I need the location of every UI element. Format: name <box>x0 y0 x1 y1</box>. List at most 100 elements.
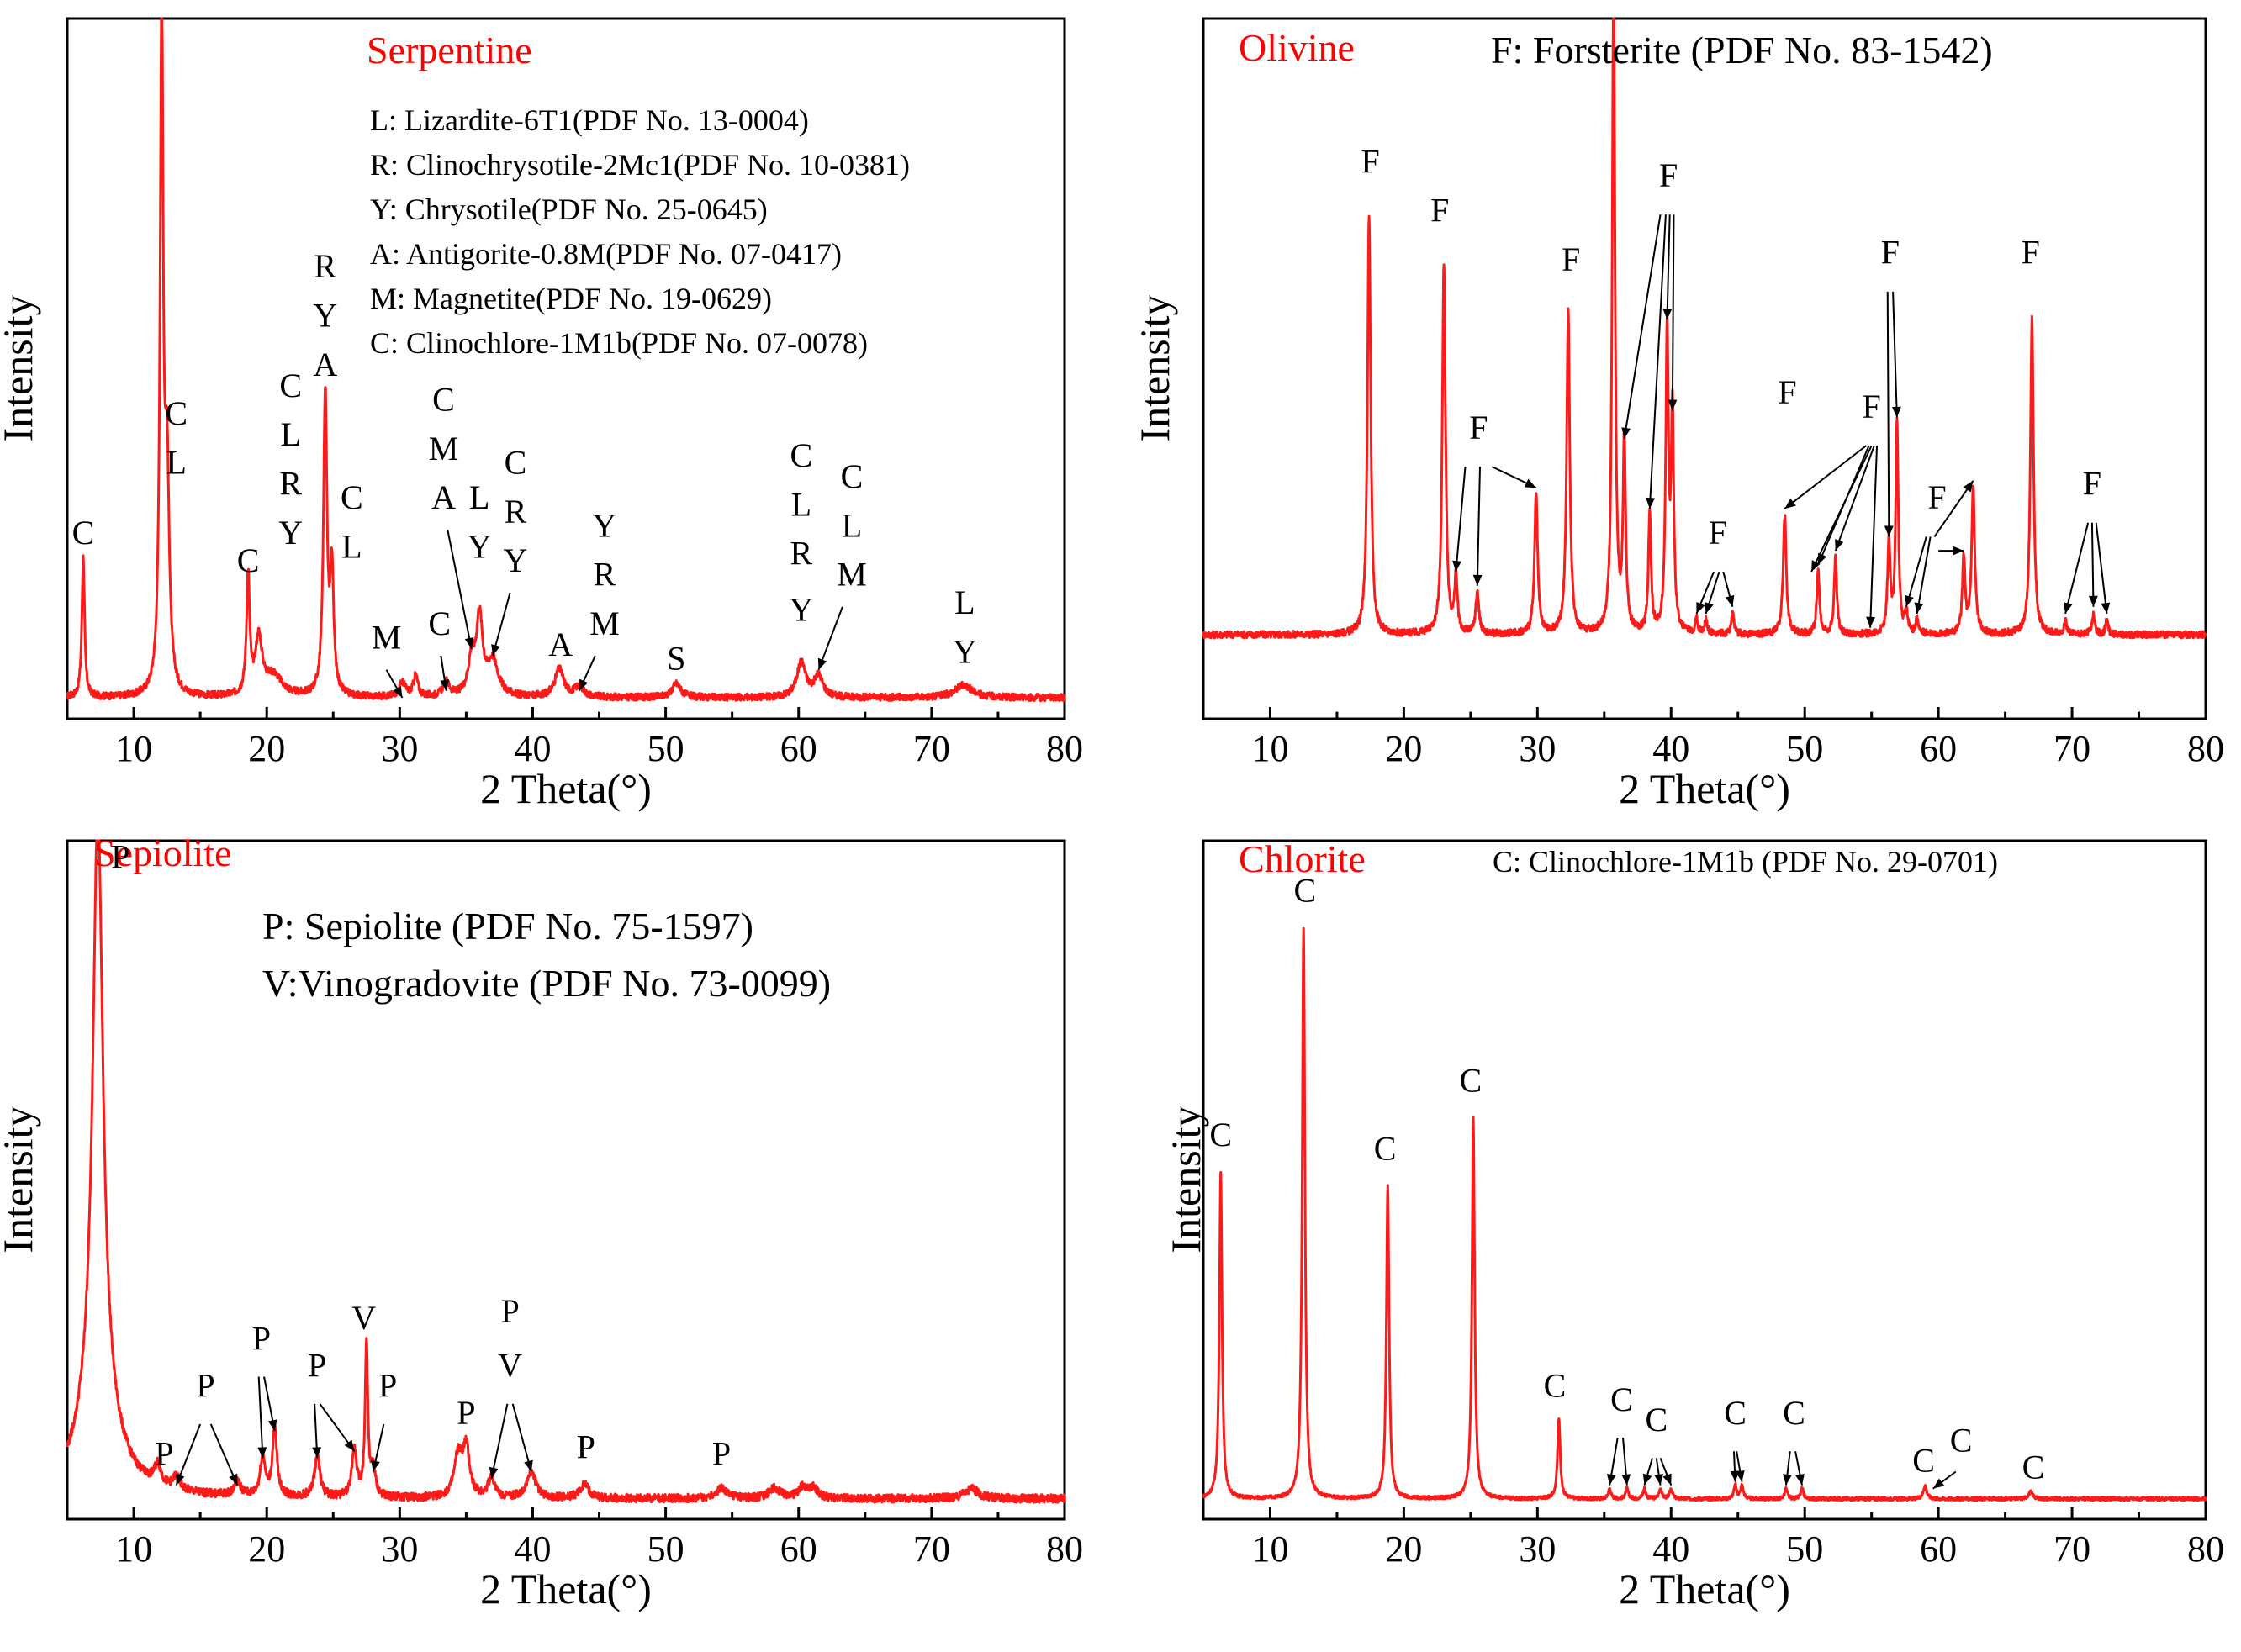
peak-label: P <box>457 1394 475 1432</box>
x-tick-label: 20 <box>1385 1528 1422 1570</box>
x-tick-label: 80 <box>2187 728 2224 769</box>
peak-label: F <box>1659 156 1678 194</box>
peak-label: L <box>280 415 300 453</box>
peak-label: C <box>2022 1449 2045 1486</box>
peak-arrow <box>1869 446 1879 628</box>
peak-arrowhead <box>1892 406 1901 418</box>
x-tick-label: 20 <box>1385 728 1422 769</box>
x-tick-label: 70 <box>913 728 950 769</box>
xrd-trace <box>1202 17 2207 640</box>
peak-label: C <box>1912 1442 1935 1480</box>
x-tick-label: 50 <box>1786 728 1823 769</box>
peak-arrow <box>1886 291 1890 537</box>
plot-frame <box>66 17 1066 720</box>
peak-arrow <box>1834 445 1875 552</box>
peak-label: C <box>165 394 188 432</box>
peak-label: P <box>378 1367 397 1405</box>
peak-label: C <box>279 367 302 404</box>
peak-label: C <box>428 604 451 642</box>
peak-arrowhead <box>1818 552 1827 565</box>
peak-label: L <box>469 478 489 516</box>
peak-arrow <box>1810 445 1873 573</box>
peak-label: P <box>111 837 129 875</box>
peak-arrow <box>511 1403 532 1472</box>
peak-arrowhead <box>1646 497 1655 509</box>
peak-label: C <box>1460 1062 1483 1100</box>
peak-label: C <box>790 436 813 474</box>
x-tick-label: 10 <box>115 1528 152 1570</box>
peak-arrow <box>257 1376 264 1459</box>
peak-arrowhead <box>1735 1470 1745 1482</box>
x-tick-label: 60 <box>780 728 817 769</box>
y-axis-label: Intensity <box>0 1106 41 1254</box>
peak-label: P <box>500 1292 519 1330</box>
peak-label: P <box>577 1428 595 1465</box>
peak-label: F <box>1927 478 1946 516</box>
peak-arrowhead <box>489 1466 499 1479</box>
xrd-trace <box>1202 926 2207 1502</box>
peak-arrow <box>490 1403 509 1479</box>
peak-arrowhead <box>579 678 589 691</box>
peak-arrowhead <box>1662 309 1673 320</box>
peak-arrowhead <box>1795 1473 1805 1486</box>
x-tick-label: 70 <box>2053 728 2090 769</box>
x-tick-label: 50 <box>647 728 684 769</box>
peak-label: A <box>313 346 337 383</box>
x-tick-label: 40 <box>1652 1528 1689 1570</box>
peak-arrowhead <box>817 657 827 670</box>
peak-label: F <box>1778 373 1796 411</box>
peak-label: R <box>594 556 616 594</box>
legend-entry: F: Forsterite (PDF No. 83-1542) <box>1491 29 1993 71</box>
peak-label: M <box>372 619 402 657</box>
peak-label: Y <box>503 541 527 579</box>
legend-entry: M: Magnetite(PDF No. 19-0629) <box>370 282 772 315</box>
y-axis-label: Intensity <box>1131 295 1178 442</box>
peak-label: M <box>589 604 620 642</box>
peak-arrow <box>2090 522 2095 607</box>
legend-entry: C: Clinochlore-1M1b(PDF No. 07-0078) <box>370 326 868 360</box>
peak-arrowhead <box>371 1459 380 1472</box>
peak-label: Y <box>313 297 337 335</box>
peak-arrowhead <box>1784 498 1796 509</box>
peak-arrowhead <box>1621 1474 1631 1486</box>
peak-label: P <box>308 1347 326 1385</box>
peak-arrowhead <box>1963 480 1974 493</box>
peak-arrowhead <box>1783 1474 1792 1486</box>
peak-arrowhead <box>2063 602 2073 615</box>
peak-label: V <box>498 1347 522 1385</box>
x-tick-label: 70 <box>913 1528 950 1570</box>
peak-arrow <box>1623 214 1662 439</box>
x-tick-label: 30 <box>1519 1528 1556 1570</box>
peak-label: Y <box>592 506 616 544</box>
peak-label: C <box>341 478 363 516</box>
peak-label: C <box>505 443 527 481</box>
x-tick-label: 30 <box>1519 728 1556 769</box>
peak-arrowhead <box>312 1447 322 1459</box>
peak-arrow <box>492 592 511 657</box>
x-axis-label: 2 Theta(°) <box>480 1565 652 1612</box>
peak-label: M <box>429 430 459 467</box>
peak-label: V <box>351 1299 376 1337</box>
x-axis-label: 2 Theta(°) <box>1619 1565 1790 1612</box>
x-tick-label: 40 <box>514 728 551 769</box>
peak-arrow <box>209 1423 239 1486</box>
peak-label: C <box>72 514 95 552</box>
peak-arrowhead <box>393 686 403 699</box>
x-tick-label: 40 <box>514 1528 551 1570</box>
peak-label: R <box>279 464 302 502</box>
peak-arrow <box>1892 291 1898 418</box>
panel-title: Sepiolite <box>94 831 232 874</box>
peak-arrowhead <box>1668 399 1678 411</box>
peak-arrowhead <box>2101 602 2111 615</box>
peak-label: L <box>842 506 862 544</box>
peak-arrowhead <box>1654 1474 1664 1486</box>
peak-arrow <box>2095 522 2108 615</box>
x-tick-label: 80 <box>1046 1528 1083 1570</box>
peak-arrow <box>1666 214 1671 320</box>
peak-arrowhead <box>1811 560 1821 573</box>
peak-arrowhead <box>1953 546 1964 556</box>
plot-frame <box>1202 839 2207 1521</box>
peak-label: L <box>791 485 811 523</box>
x-tick-label: 40 <box>1652 728 1689 769</box>
peak-arrowhead <box>1621 427 1631 439</box>
